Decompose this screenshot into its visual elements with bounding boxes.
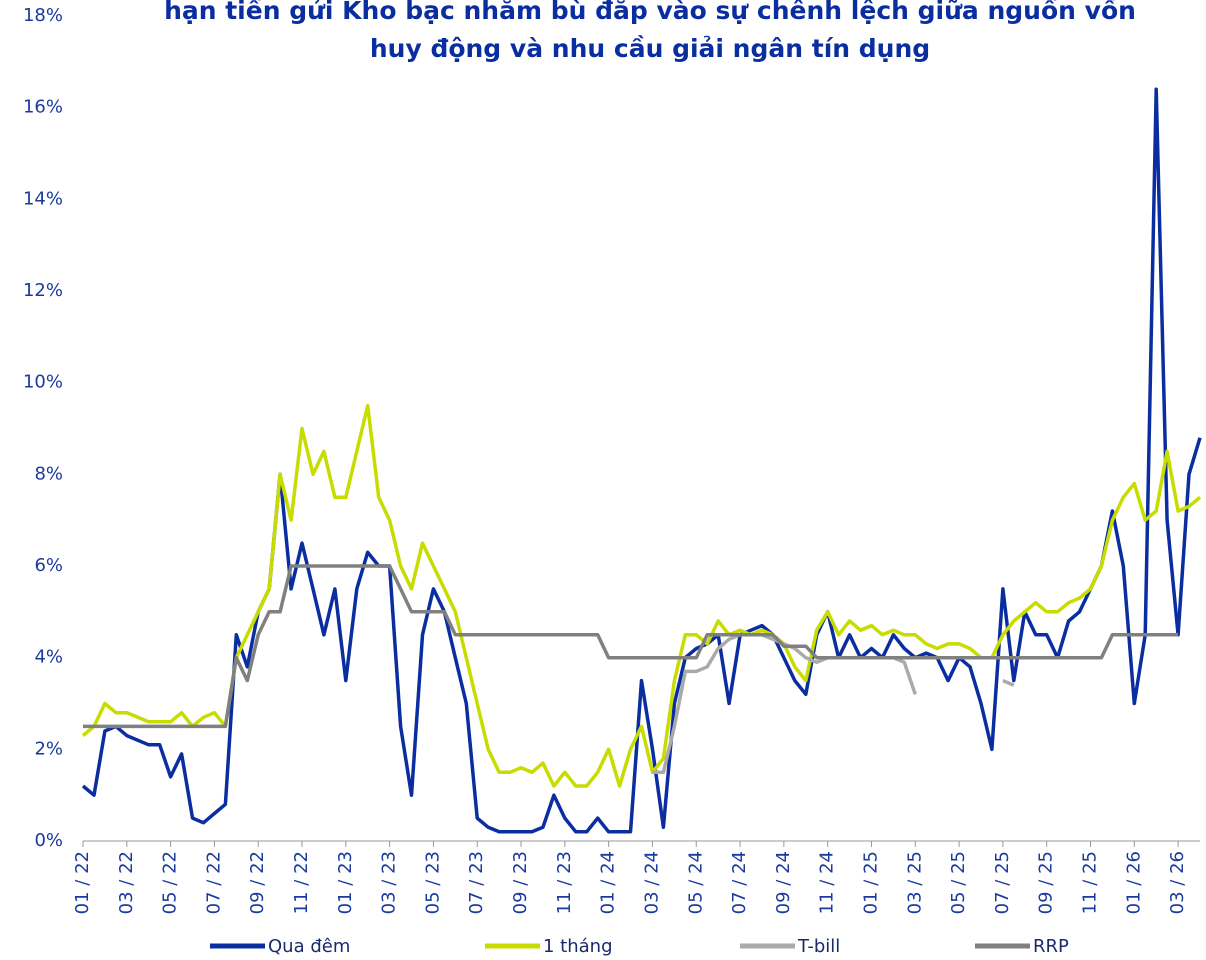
series-line: [83, 564, 1179, 729]
legend-label: T-bill: [797, 936, 840, 957]
x-tick-label: 07 / 23: [466, 851, 487, 914]
x-tick-label: 07 / 22: [203, 851, 224, 914]
legend-label: Qua đêm: [268, 936, 350, 957]
y-tick-label: 18%: [23, 5, 63, 26]
x-tick-label: 07 / 24: [729, 851, 750, 914]
y-tick-label: 10%: [23, 372, 63, 393]
x-tick-label: 05 / 25: [948, 851, 969, 914]
x-tick-label: 09 / 22: [247, 851, 268, 914]
x-tick-label: 11 / 24: [817, 851, 838, 914]
y-tick-label: 16%: [23, 97, 63, 118]
x-tick-label: 05 / 24: [685, 851, 706, 914]
legend-label: 1 tháng: [543, 936, 613, 957]
y-tick-label: 12%: [23, 280, 63, 301]
x-tick-label: 05 / 23: [422, 851, 443, 914]
series-line: [652, 633, 1015, 775]
x-tick-label: 11 / 23: [554, 851, 575, 914]
x-tick-label: 01 / 26: [1123, 851, 1144, 914]
x-tick-label: 01 / 22: [72, 851, 93, 914]
y-tick-label: 8%: [34, 463, 63, 484]
x-tick-label: 03 / 23: [379, 851, 400, 914]
y-tick-label: 14%: [23, 188, 63, 209]
series-line: [81, 87, 1202, 834]
x-tick-label: 01 / 25: [860, 851, 881, 914]
y-tick-label: 4%: [34, 647, 63, 668]
chart-title: huy động và nhu cầu giải ngân tín dụng: [370, 34, 930, 63]
x-tick-label: 03 / 24: [641, 851, 662, 914]
x-tick-label: 03 / 22: [116, 851, 137, 914]
series-line: [81, 403, 1202, 788]
x-tick-label: 09 / 23: [510, 851, 531, 914]
x-tick-label: 11 / 25: [1079, 851, 1100, 914]
x-tick-label: 05 / 22: [160, 851, 181, 914]
y-tick-label: 6%: [34, 555, 63, 576]
y-tick-label: 0%: [34, 830, 63, 851]
y-tick-label: 2%: [34, 738, 63, 759]
x-tick-label: 07 / 25: [992, 851, 1013, 914]
x-tick-label: 11 / 22: [291, 851, 312, 914]
x-tick-label: 09 / 24: [773, 851, 794, 914]
x-tick-label: 03 / 26: [1167, 851, 1188, 914]
x-tick-label: 03 / 25: [904, 851, 925, 914]
x-tick-label: 01 / 24: [598, 851, 619, 914]
chart-title: hạn tiền gửi Kho bạc nhằm bù đắp vào sự …: [164, 0, 1136, 25]
legend-label: RRP: [1033, 936, 1069, 957]
x-tick-label: 09 / 25: [1036, 851, 1057, 914]
x-tick-label: 01 / 23: [335, 851, 356, 914]
